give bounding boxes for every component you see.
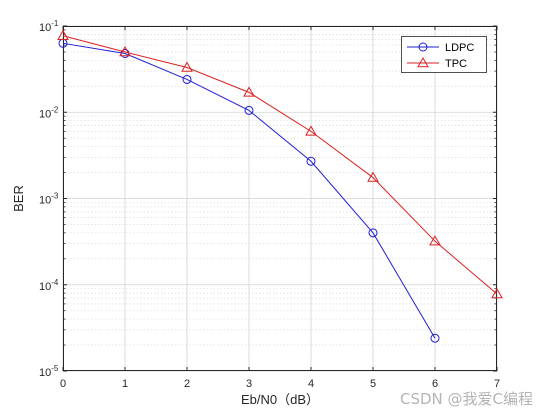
y-tick-label: 10-1 <box>39 19 59 34</box>
data-point-marker <box>368 228 378 238</box>
x-tick-label: 5 <box>370 378 376 390</box>
series-tpc <box>57 29 503 299</box>
data-point-marker <box>429 235 441 246</box>
x-tick-label: 3 <box>246 378 252 390</box>
data-point-marker <box>182 74 192 84</box>
y-tick-label: 10-2 <box>39 105 59 120</box>
x-tick-label: 2 <box>184 378 190 390</box>
data-point-marker <box>244 105 254 115</box>
legend-label: TPC <box>445 58 467 70</box>
legend-label: LDPC <box>445 42 474 54</box>
data-point-marker <box>181 61 193 72</box>
series-line <box>62 35 498 295</box>
x-tick-label: 0 <box>60 378 66 390</box>
data-point-marker <box>430 333 440 343</box>
data-point-marker <box>367 171 379 182</box>
x-tick-label: 4 <box>308 378 314 390</box>
legend: LDPC TPC <box>401 36 487 73</box>
data-point-marker <box>119 45 131 57</box>
series-layer <box>57 29 503 343</box>
y-tick-labels: 10-5 10-4 10-3 10-2 10-1 <box>39 19 59 379</box>
legend-entry-tpc: TPC <box>407 56 467 70</box>
y-tick-label: 10-5 <box>39 364 59 379</box>
legend-box <box>401 36 487 73</box>
y-axis-label: BER <box>11 185 26 212</box>
watermark: CSDN @我爱C编程 <box>399 390 533 408</box>
x-tick-labels: 0 1 2 3 4 5 6 7 <box>60 378 500 390</box>
data-point-marker <box>417 56 429 68</box>
data-point-marker <box>306 156 316 166</box>
data-point-marker <box>491 288 503 299</box>
data-point-marker <box>305 125 317 136</box>
series-line <box>62 42 436 339</box>
y-tick-label: 10-3 <box>39 192 59 207</box>
legend-entry-ldpc: LDPC <box>407 42 474 54</box>
x-tick-label: 7 <box>494 378 500 390</box>
y-tick-label: 10-4 <box>39 278 59 293</box>
data-point-marker <box>243 86 255 97</box>
data-point-marker <box>57 29 69 41</box>
x-tick-label: 1 <box>122 378 128 390</box>
x-tick-label: 6 <box>432 378 438 390</box>
x-axis-label: Eb/N0（dB） <box>241 392 319 407</box>
data-point-marker <box>418 42 428 52</box>
